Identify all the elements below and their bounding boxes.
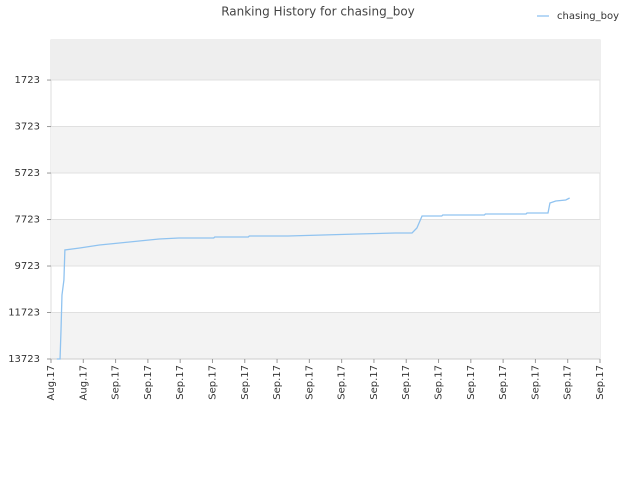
grid-band bbox=[51, 312, 600, 359]
x-tick-label: Sep.17 bbox=[434, 365, 445, 400]
chart-title: Ranking History for chasing_boy bbox=[221, 5, 415, 19]
x-tick-label: Sep.17 bbox=[369, 365, 380, 400]
x-tick-label: Sep.17 bbox=[272, 365, 283, 400]
legend-label: chasing_boy bbox=[557, 11, 619, 22]
x-tick-label: Sep.17 bbox=[207, 365, 218, 400]
x-tick-label: Sep.17 bbox=[111, 365, 122, 400]
x-tick-label: Sep.17 bbox=[240, 365, 251, 400]
x-tick-label: Sep.17 bbox=[143, 365, 154, 400]
y-tick-label: 11723 bbox=[8, 308, 40, 319]
y-tick-label: 3723 bbox=[15, 122, 40, 133]
x-tick-label: Aug.17 bbox=[46, 365, 57, 400]
x-tick-label: Sep.17 bbox=[466, 365, 477, 400]
plot-area bbox=[50, 39, 601, 360]
x-tick-label: Sep.17 bbox=[563, 365, 574, 400]
series-line bbox=[56, 197, 570, 360]
y-tick-label: 1723 bbox=[15, 75, 40, 86]
grid-band bbox=[51, 40, 600, 81]
x-tick-label: Sep.17 bbox=[337, 365, 348, 400]
y-tick-label: 7723 bbox=[15, 215, 40, 226]
grid-band bbox=[51, 219, 600, 267]
x-tick-label: Sep.17 bbox=[304, 365, 315, 400]
x-tick-label: Sep.17 bbox=[401, 365, 412, 400]
x-tick-label: Sep.17 bbox=[595, 365, 606, 400]
y-tick-label: 9723 bbox=[15, 261, 40, 272]
x-tick-label: Aug.17 bbox=[78, 365, 89, 400]
x-tick-label: Sep.17 bbox=[498, 365, 509, 400]
y-tick-label: 5723 bbox=[15, 168, 40, 179]
x-tick-label: Sep.17 bbox=[530, 365, 541, 400]
y-tick-label: 13723 bbox=[8, 354, 40, 365]
x-tick-label: Sep.17 bbox=[175, 365, 186, 400]
grid-band bbox=[51, 126, 600, 174]
